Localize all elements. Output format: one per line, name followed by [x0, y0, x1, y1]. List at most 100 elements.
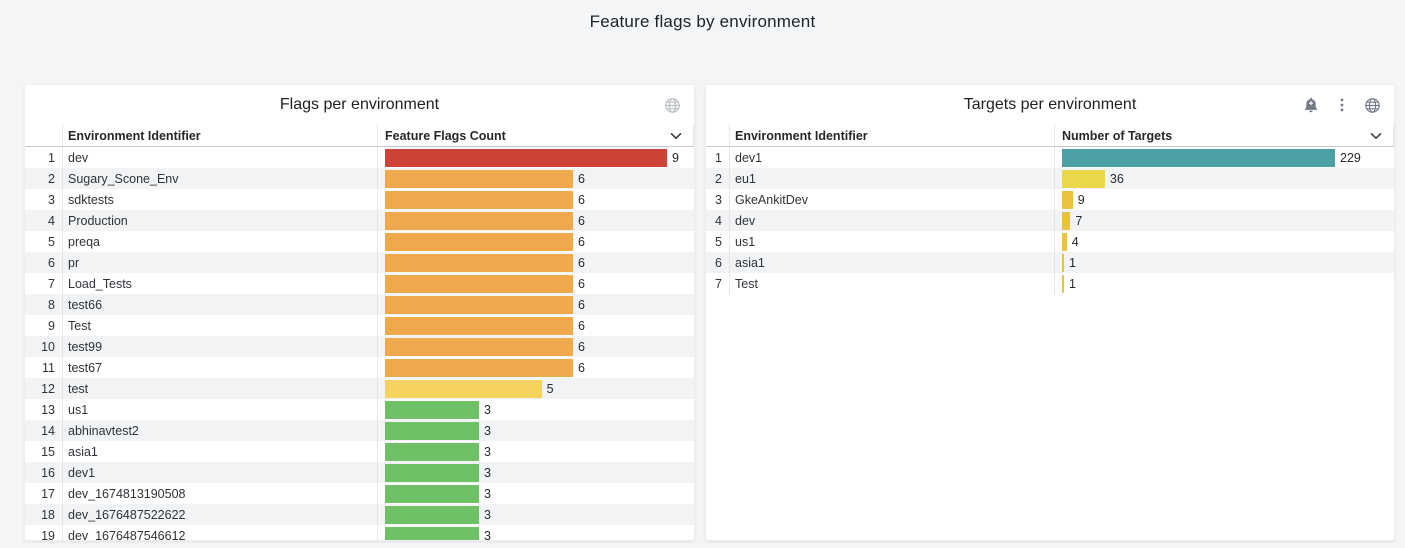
environment-cell: dev_1676487546612: [63, 525, 378, 540]
table-header-row: Environment Identifier Number of Targets: [706, 125, 1394, 147]
bar-value-label: 1: [1069, 276, 1076, 291]
bar-value-label: 3: [484, 528, 491, 541]
row-number: 16: [25, 462, 63, 483]
table-row: 13 us1 3: [25, 399, 694, 420]
bell-plus-icon[interactable]: [1302, 97, 1319, 114]
row-number: 2: [25, 168, 63, 189]
environment-cell: asia1: [730, 252, 1055, 273]
value-bar: [1062, 211, 1071, 230]
value-bar: [385, 253, 573, 272]
table-row: 12 test 5: [25, 378, 694, 399]
row-number: 3: [25, 189, 63, 210]
row-number: 9: [25, 315, 63, 336]
bar-value-label: 6: [578, 171, 585, 186]
value-bar: [385, 148, 667, 167]
environment-cell: us1: [63, 399, 378, 420]
globe-icon[interactable]: [1364, 97, 1381, 114]
bar-cell: 6: [378, 273, 694, 294]
value-bar: [1062, 148, 1335, 167]
bar-cell: 3: [378, 504, 694, 525]
row-number: 4: [706, 210, 730, 231]
value-bar: [385, 316, 573, 335]
panel-title[interactable]: Flags per environment: [279, 96, 440, 113]
globe-icon[interactable]: [664, 97, 681, 114]
bar-value-label: 229: [1340, 150, 1361, 165]
table-header-row: Environment Identifier Feature Flags Cou…: [25, 125, 694, 147]
environment-cell: dev: [63, 147, 378, 168]
row-number-header: [706, 125, 730, 146]
row-number: 12: [25, 378, 63, 399]
bar-cell: 229: [1055, 147, 1394, 168]
environment-cell: preqa: [63, 231, 378, 252]
bar-value-label: 6: [578, 297, 585, 312]
bar-cell: 6: [378, 357, 694, 378]
row-number: 14: [25, 420, 63, 441]
table-row: 5 us1 4: [706, 231, 1394, 252]
bar-value-label: 9: [672, 150, 679, 165]
kebab-menu-icon[interactable]: [1333, 97, 1350, 114]
column-header-environment-identifier[interactable]: Environment Identifier: [730, 125, 1055, 146]
panel-title[interactable]: Targets per environment: [963, 96, 1137, 113]
table-row: 4 dev 7: [706, 210, 1394, 231]
bar-value-label: 6: [578, 360, 585, 375]
bar-value-label: 6: [578, 192, 585, 207]
bar-value-label: 9: [1077, 192, 1085, 207]
bar-value-label: 6: [578, 255, 585, 270]
value-bar: [385, 400, 479, 419]
panel-header: Targets per environment: [706, 85, 1394, 125]
bar-value-label: 3: [484, 486, 491, 501]
table-row: 11 test67 6: [25, 357, 694, 378]
environment-cell: Production: [63, 210, 378, 231]
row-number: 6: [25, 252, 63, 273]
bar-cell: 4: [1055, 231, 1394, 252]
table-row: 7 Load_Tests 6: [25, 273, 694, 294]
environment-cell: test99: [63, 336, 378, 357]
table-row: 6 pr 6: [25, 252, 694, 273]
environment-cell: Sugary_Scone_Env: [63, 168, 378, 189]
table-row: 15 asia1 3: [25, 441, 694, 462]
bar-cell: 7: [1055, 210, 1394, 231]
bar-cell: 6: [378, 210, 694, 231]
bar-cell: 1: [1055, 273, 1394, 294]
column-header-feature-flags-count[interactable]: Feature Flags Count: [378, 125, 694, 146]
panel-header: Flags per environment: [25, 85, 694, 125]
environment-cell: pr: [63, 252, 378, 273]
environment-cell: dev1: [730, 147, 1055, 168]
value-bar: [385, 379, 542, 398]
bar-value-label: 1: [1069, 255, 1076, 270]
table-row: 19 dev_1676487546612 3: [25, 525, 694, 541]
row-number: 15: [25, 441, 63, 462]
table-row: 7 Test 1: [706, 273, 1394, 294]
chevron-down-icon[interactable]: [670, 129, 682, 143]
environment-cell: Load_Tests: [63, 273, 378, 294]
bar-cell: 3: [378, 525, 694, 541]
bar-cell: 5: [378, 378, 694, 399]
table-row: 17 dev_1674813190508 3: [25, 483, 694, 504]
row-number: 18: [25, 504, 63, 525]
table-row: 14 abhinavtest2 3: [25, 420, 694, 441]
bar-value-label: 6: [578, 234, 585, 249]
bar-value-label: 3: [484, 507, 491, 522]
row-number: 5: [25, 231, 63, 252]
column-header-number-of-targets[interactable]: Number of Targets: [1055, 125, 1394, 146]
value-bar: [385, 505, 479, 524]
table-row: 5 preqa 6: [25, 231, 694, 252]
panel-flags-per-environment: Flags per environment Environment Identi…: [24, 84, 695, 541]
row-number: 7: [706, 273, 730, 294]
row-number: 13: [25, 399, 63, 420]
bar-cell: 1: [1055, 252, 1394, 273]
environment-cell: test66: [63, 294, 378, 315]
bar-cell: 3: [378, 462, 694, 483]
bar-value-label: 3: [484, 465, 491, 480]
bar-value-label: 6: [578, 339, 585, 354]
column-header-environment-identifier[interactable]: Environment Identifier: [63, 125, 378, 146]
value-bar: [385, 211, 573, 230]
bar-value-label: 3: [484, 423, 491, 438]
bar-value-label: 6: [578, 213, 585, 228]
table-row: 1 dev1 229: [706, 147, 1394, 168]
value-bar: [385, 274, 573, 293]
chevron-down-icon[interactable]: [1370, 129, 1382, 143]
row-number: 11: [25, 357, 63, 378]
panel-targets-per-environment: Targets per environment Environment Iden…: [705, 84, 1395, 541]
bar-value-label: 5: [546, 381, 554, 396]
